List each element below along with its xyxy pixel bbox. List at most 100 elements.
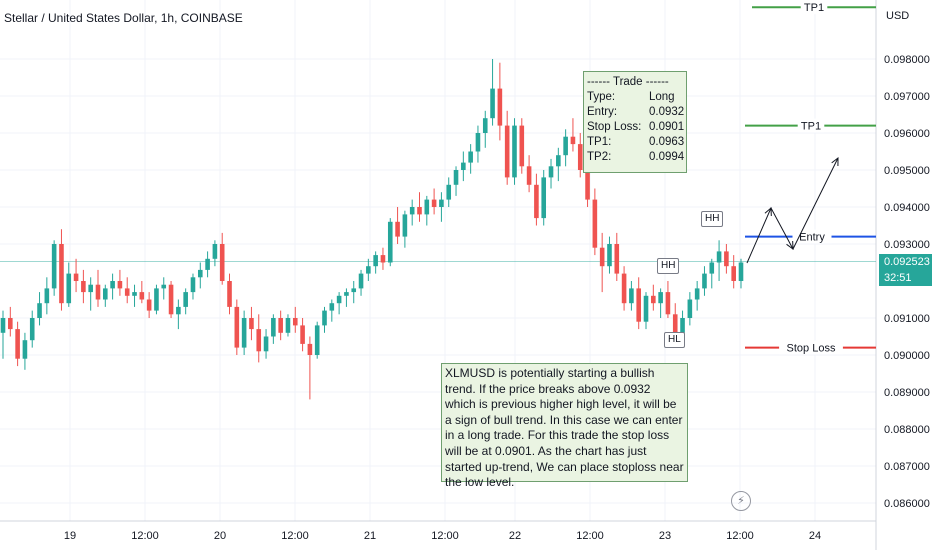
candle-body: [241, 318, 247, 348]
trade-value: 0.0901: [649, 121, 685, 133]
candle-body: [256, 329, 262, 352]
candle-body: [658, 292, 663, 304]
x-tick-label: 12:00: [431, 530, 459, 542]
candle-body: [402, 214, 408, 237]
candle-body: [307, 343, 313, 355]
level-label-bg: [792, 229, 832, 244]
trade-key: TP1:: [587, 136, 612, 148]
candle-body: [176, 306, 181, 315]
candle-body: [468, 151, 473, 163]
lightning-icon[interactable]: ⚡: [731, 491, 751, 511]
candle-body: [73, 273, 79, 281]
y-tick-label: 0.096000: [884, 128, 930, 140]
currency-label: USD: [886, 10, 909, 22]
x-tick-label: 22: [509, 530, 521, 542]
candle-body: [461, 162, 466, 170]
trade-value: 0.0963: [649, 136, 685, 148]
candle-body: [716, 251, 722, 263]
x-tick-label: 23: [659, 530, 671, 542]
projection-arrow: [831, 156, 839, 167]
candle-body: [629, 288, 634, 304]
candle-body: [300, 325, 305, 344]
candle-body: [190, 277, 196, 293]
candle-body: [358, 273, 364, 289]
candle-body: [709, 262, 715, 274]
y-tick-label: 0.091000: [884, 313, 930, 325]
hh-label: HH: [657, 258, 680, 274]
candle-body: [504, 125, 510, 178]
x-tick-label: 12:00: [726, 530, 754, 542]
candle-body: [636, 288, 642, 322]
candle-body: [168, 284, 174, 315]
candle-body: [183, 292, 188, 307]
candle-body: [651, 295, 656, 304]
candle-body: [556, 155, 561, 167]
candle-body: [731, 266, 736, 281]
candle-body: [599, 247, 605, 267]
y-tick-label: 0.086000: [884, 498, 930, 510]
candle-body: [336, 295, 342, 304]
candle-body: [497, 88, 503, 126]
candle-body: [29, 318, 35, 341]
candle-body: [219, 244, 225, 281]
candle-body: [424, 199, 430, 215]
candle-body: [314, 325, 320, 355]
hl-label: HL: [664, 332, 685, 348]
trade-value: 0.0932: [649, 106, 685, 118]
candle-body: [51, 244, 57, 289]
candle-body: [380, 255, 386, 263]
level-label-bg: [800, 0, 828, 15]
candle-body: [66, 273, 72, 304]
projection-arrow: [786, 240, 794, 251]
level-label: TP1: [801, 121, 821, 133]
candle-body: [351, 288, 357, 293]
candle-body: [417, 207, 422, 215]
y-tick-label: 0.087000: [884, 461, 930, 473]
countdown-label: 32:51: [879, 270, 932, 286]
candle-body: [607, 244, 612, 267]
projection-path: [746, 157, 839, 264]
candle-body: [490, 88, 495, 119]
candle-body: [322, 310, 327, 326]
candle-body: [724, 251, 729, 267]
y-tick-label: 0.093000: [884, 239, 930, 251]
candle-body: [329, 303, 335, 311]
candle-body: [292, 318, 298, 326]
candle-body: [278, 318, 283, 333]
candle-body: [395, 221, 400, 237]
trade-key: Stop Loss:: [587, 121, 642, 133]
candle-body: [59, 244, 64, 304]
candle-body: [0, 318, 6, 333]
candle-body: [8, 318, 13, 330]
candle-body: [22, 340, 28, 359]
candle-body: [146, 299, 152, 311]
candle-body: [15, 329, 20, 359]
y-tick-label: 0.097000: [884, 91, 930, 103]
candle-body: [526, 166, 532, 185]
trade-row: Type: Long: [587, 90, 686, 105]
candle-body: [102, 288, 108, 300]
level-label-bg: [779, 340, 843, 355]
candle-body: [702, 273, 707, 289]
level-label: Entry: [799, 232, 825, 244]
analysis-note: XLMUSD is potentially starting a bullish…: [441, 363, 688, 489]
candle-body: [110, 281, 115, 289]
candle-body: [512, 125, 517, 178]
y-tick-label: 0.095000: [884, 165, 930, 177]
candle-body: [271, 318, 276, 337]
candle-body: [541, 177, 547, 219]
level-label: TP1: [804, 2, 824, 14]
x-tick-label: 12:00: [281, 530, 309, 542]
level-label: Stop Loss: [787, 343, 836, 355]
candle-body: [475, 133, 481, 152]
candle-body: [738, 262, 744, 281]
candle-body: [88, 284, 93, 293]
y-tick-label: 0.090000: [884, 350, 930, 362]
candle-body: [205, 258, 210, 270]
candle-body: [81, 281, 86, 293]
candle-body: [680, 318, 685, 333]
trade-key: Entry:: [587, 106, 618, 118]
projection-arrow: [764, 206, 772, 217]
